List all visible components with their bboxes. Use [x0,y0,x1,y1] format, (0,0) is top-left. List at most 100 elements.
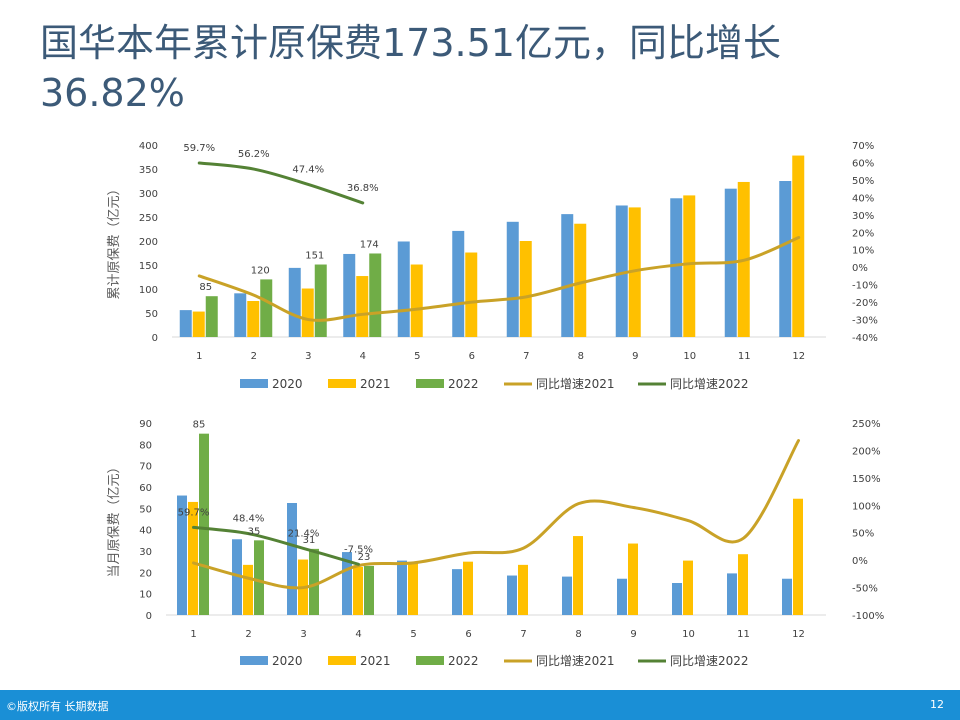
x-tick-label: 10 [682,629,695,640]
legend-label: 同比增速2021 [536,654,615,668]
cumulative-premium-chart: 0 50 100 150 200 250 300 350 400 -40% -30% -20% -10%… [0,130,960,400]
y-tick-label: 30 [139,547,152,558]
y2-tick-label: -100% [852,611,884,622]
y-tick-label: 150 [139,261,158,272]
bar-2021 [793,499,803,615]
y2-tick-label: 0% [852,556,868,567]
legend-bar-swatch [328,656,356,665]
bar-2020 [452,569,462,615]
bar-2021 [193,312,205,337]
bar-2020 [782,579,792,615]
y2-tick-label: 10% [852,246,874,257]
x-tick-label: 10 [683,351,696,362]
bar-data-label: 85 [193,420,206,431]
legend-bar-swatch [328,379,356,388]
y-tick-label: 0 [152,333,158,344]
y2-tick-label: 150% [852,474,881,485]
x-tick-label: 4 [355,629,361,640]
bar-2021 [408,563,418,615]
bar-2020 [398,241,410,337]
bar-2021 [188,502,198,615]
bar-2022 [260,279,272,337]
legend-bar-swatch [240,379,268,388]
monthly-premium-chart: 0 10 20 30 40 50 60 70 80 90 -100% -50% 0% 50% 100% 150… [0,408,960,680]
line-data-label: 36.8% [347,183,379,194]
bar-2020 [234,293,246,337]
y2-tick-label: 50% [852,529,874,540]
x-tick-label: 11 [737,629,750,640]
line-data-label: 59.7% [183,143,215,154]
x-tick-label: 4 [360,351,366,362]
page-number: 12 [930,698,944,711]
bar-data-label: 85 [199,282,212,293]
legend-bar-swatch [240,656,268,665]
y2-tick-label: -40% [852,333,878,344]
bar-2022 [206,296,218,337]
bar-2021 [628,544,638,615]
y-axis-title: 累计原保费（亿元） [107,182,122,299]
bar-2021 [574,224,586,337]
x-tick-label: 12 [792,351,805,362]
y-tick-label: 40 [139,526,152,537]
bar-2021 [738,554,748,615]
bar-2021 [518,565,528,615]
line-同比增速2021 [194,441,799,588]
legend-label: 2021 [360,654,391,668]
bar-2020 [562,577,572,615]
bar-2021 [520,241,532,337]
bar-data-label: 120 [251,265,270,276]
y-tick-label: 200 [139,237,158,248]
y-tick-label: 50 [139,504,152,515]
line-同比增速2022 [194,527,359,564]
x-tick-label: 5 [414,351,420,362]
x-tick-label: 7 [520,629,526,640]
y2-tick-label: 0% [852,263,868,274]
bar-2021 [792,156,804,337]
y2-tick-label: 200% [852,446,881,457]
y2-tick-label: -50% [852,584,878,595]
bar-2020 [672,583,682,615]
bar-2020 [561,214,573,337]
x-tick-label: 2 [245,629,251,640]
bar-2020 [343,254,355,337]
bar-2022 [315,265,327,337]
legend-label: 同比增速2021 [536,377,615,391]
bar-2021 [683,195,695,337]
line-data-label: 59.7% [178,507,210,518]
bar-2022 [199,434,209,615]
y2-tick-label: 60% [852,158,874,169]
x-tick-label: 1 [196,351,202,362]
y-axis-title: 当月原保费（亿元） [107,460,122,577]
legend-bar-swatch [416,379,444,388]
y2-tick-label: -30% [852,316,878,327]
line-同比增速2022 [199,163,363,203]
legend-label: 同比增速2022 [670,377,749,391]
copyright-text: ©版权所有 长期数据 [6,698,109,714]
line-data-label: 47.4% [292,164,324,175]
y-tick-label: 0 [146,611,152,622]
bar-2020 [289,268,301,337]
y2-tick-label: 40% [852,193,874,204]
line-data-label: 21.4% [288,528,320,539]
legend-label: 同比增速2022 [670,654,749,668]
y2-tick-label: 70% [852,141,874,152]
legend-label: 2020 [272,377,303,391]
y-tick-label: 10 [139,590,152,601]
bar-2021 [411,265,423,337]
bar-2020 [507,222,519,337]
y-tick-label: 50 [145,309,158,320]
x-tick-label: 9 [630,629,636,640]
bar-2020 [727,573,737,615]
bar-2021 [463,562,473,615]
y2-tick-label: -20% [852,298,878,309]
bar-2021 [573,536,583,615]
x-tick-label: 8 [578,351,584,362]
y-tick-label: 400 [139,141,158,152]
bar-2020 [180,310,192,337]
bar-2022 [369,253,381,337]
x-tick-label: 5 [410,629,416,640]
line-data-label: -7.5% [344,544,373,555]
y-tick-label: 70 [139,462,152,473]
legend-label: 2022 [448,654,479,668]
bar-data-label: 35 [248,526,261,537]
